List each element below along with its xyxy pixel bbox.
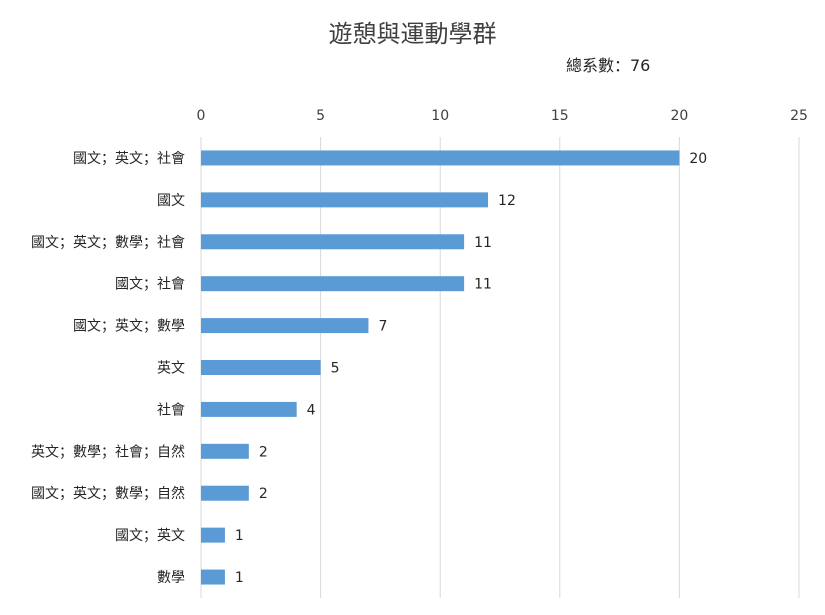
data-label: 2	[259, 486, 268, 502]
data-label: 11	[474, 235, 492, 251]
x-tick-label: 5	[316, 108, 325, 124]
x-tick-label: 25	[790, 108, 808, 124]
chart-title: 遊憩與運動學群	[328, 20, 497, 48]
data-label: 4	[307, 402, 316, 418]
category-label: 英文；數學；社會；自然	[31, 443, 185, 460]
bar	[201, 401, 297, 417]
data-label: 20	[689, 151, 707, 167]
x-tick-label: 15	[551, 108, 569, 124]
category-label: 英文	[157, 360, 185, 377]
bar	[201, 527, 225, 543]
category-label: 國文	[157, 193, 185, 209]
bar	[201, 443, 249, 459]
bar	[201, 234, 465, 250]
category-label: 國文；英文	[115, 527, 185, 544]
data-label: 12	[498, 193, 516, 209]
x-axis-ticks: 0 5 10 15 20 25	[197, 108, 808, 124]
category-label: 國文；英文；社會	[73, 150, 185, 167]
category-label: 數學	[157, 570, 185, 586]
category-label: 社會	[157, 402, 185, 418]
bar	[201, 150, 680, 166]
data-label: 11	[474, 277, 492, 293]
bar	[201, 485, 249, 501]
data-label: 1	[235, 570, 244, 586]
category-label: 國文；英文；數學	[73, 318, 185, 335]
category-label: 國文；英文；數學；社會	[31, 234, 185, 251]
category-label: 國文；社會	[115, 277, 185, 293]
category-label: 國文；英文；數學；自然	[31, 485, 185, 502]
x-tick-label: 20	[670, 108, 688, 124]
bar	[201, 192, 489, 208]
category-labels: 國文；英文；社會國文國文；英文；數學；社會國文；社會國文；英文；數學英文社會英文…	[31, 150, 185, 586]
bar	[201, 569, 225, 585]
total-count-label: 總系數：76	[566, 56, 651, 75]
x-tick-label: 10	[431, 108, 449, 124]
bar	[201, 318, 369, 334]
bars	[201, 150, 680, 585]
data-label: 7	[378, 319, 387, 335]
x-tick-label: 0	[197, 108, 206, 124]
bar	[201, 360, 321, 375]
bar	[201, 276, 465, 292]
data-label: 1	[235, 528, 244, 544]
data-label: 2	[259, 444, 268, 460]
data-label: 5	[331, 361, 340, 377]
